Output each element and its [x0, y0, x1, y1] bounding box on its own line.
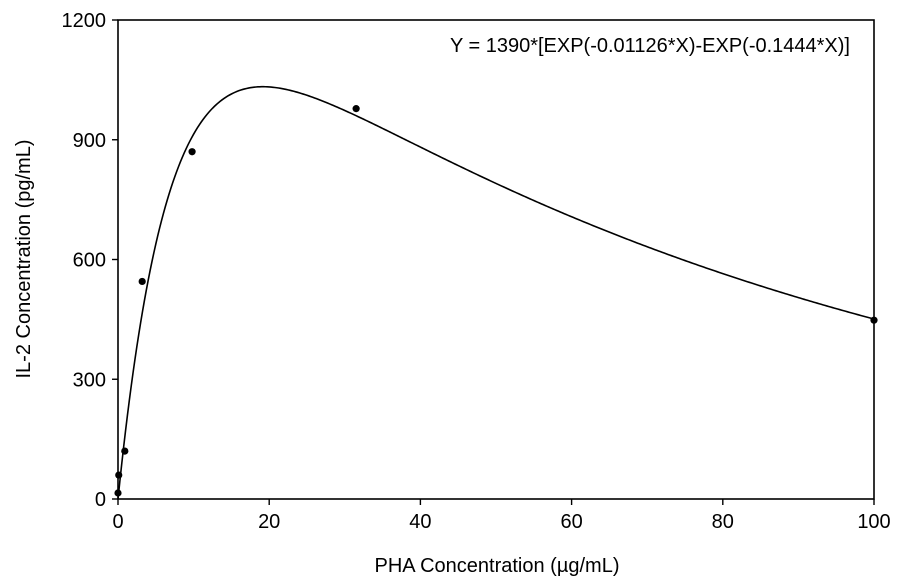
plot-border [117, 19, 875, 500]
data-point [188, 148, 196, 156]
y-tick-label: 600 [73, 250, 106, 272]
axis-ticks: 0 20 40 60 80 100 0 300 600 900 1200 [62, 10, 891, 533]
fit-curve [117, 85, 875, 500]
x-tick-label: 40 [409, 511, 431, 533]
y-tick-label: 900 [73, 130, 106, 152]
plot-area [117, 19, 875, 500]
data-point [121, 447, 129, 455]
data-point [870, 316, 878, 324]
y-axis-title: IL-2 Concentration (pg/mL) [13, 139, 35, 378]
x-tick-label: 100 [857, 511, 890, 533]
x-tick-label: 20 [258, 511, 280, 533]
equation-annotation: Y = 1390*[EXP(-0.01126*X)-EXP(-0.1444*X)… [450, 35, 850, 57]
x-tick-label: 60 [560, 511, 582, 533]
x-tick-label: 0 [112, 511, 123, 533]
y-tick-label: 300 [73, 369, 106, 391]
y-tick-label: 0 [95, 489, 106, 511]
data-point [352, 105, 360, 113]
data-point [138, 277, 146, 286]
data-point [114, 489, 122, 497]
x-axis-title: PHA Concentration (µg/mL) [375, 555, 620, 577]
data-point [115, 471, 123, 479]
x-tick-label: 80 [712, 511, 734, 533]
y-tick-label: 1200 [62, 10, 107, 32]
fit-curve-layer [117, 85, 875, 500]
data-points [114, 105, 878, 497]
